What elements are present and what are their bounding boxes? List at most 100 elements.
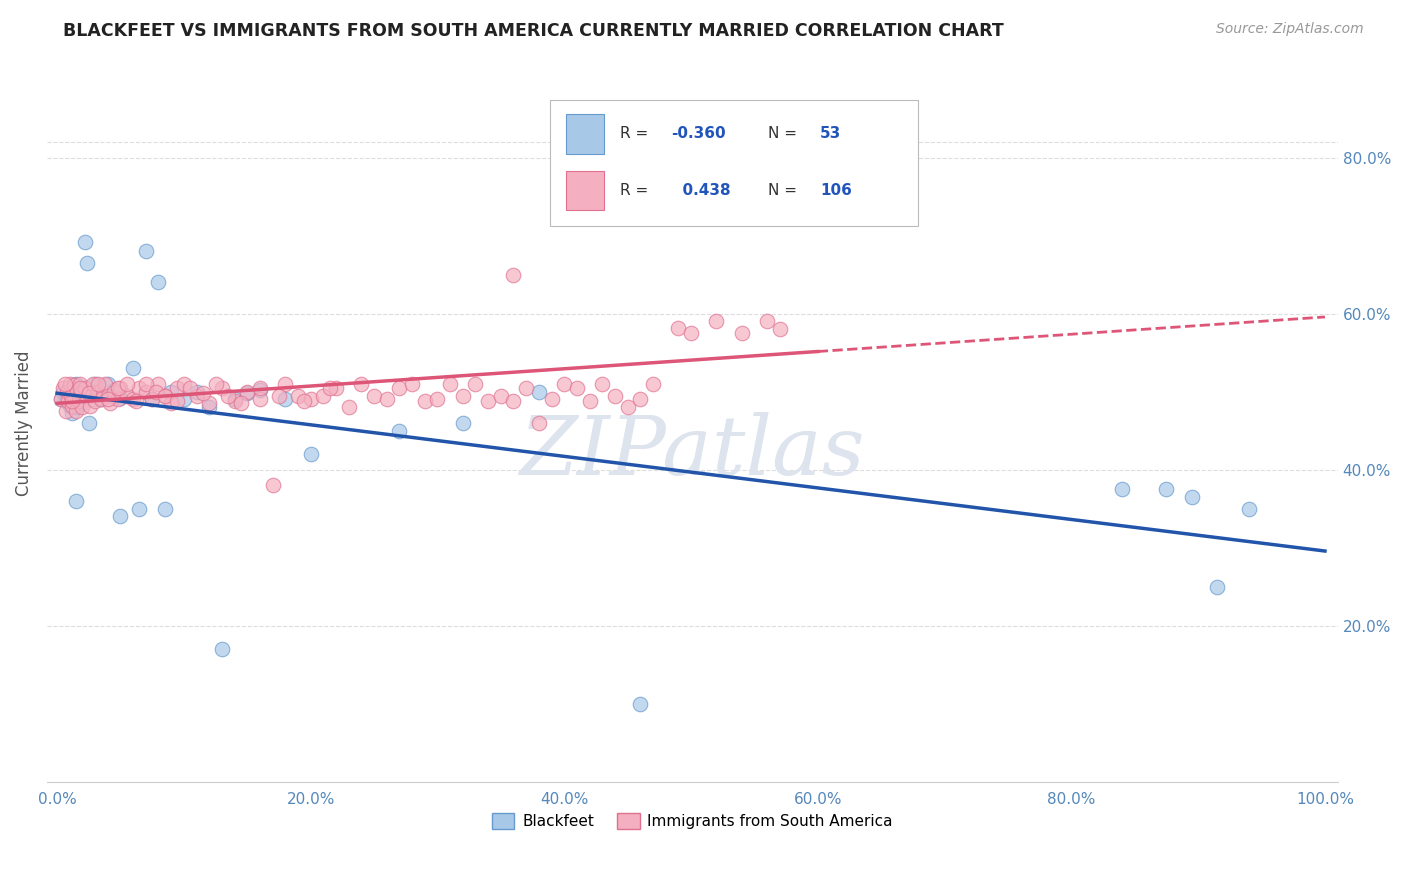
Point bbox=[502, 394, 524, 409]
Point bbox=[145, 384, 167, 399]
Point bbox=[756, 314, 779, 328]
Point bbox=[350, 376, 373, 391]
Point bbox=[110, 509, 132, 524]
Point bbox=[77, 386, 100, 401]
Point bbox=[76, 256, 98, 270]
Point bbox=[211, 642, 233, 657]
Point bbox=[540, 392, 562, 407]
Text: BLACKFEET VS IMMIGRANTS FROM SOUTH AMERICA CURRENTLY MARRIED CORRELATION CHART: BLACKFEET VS IMMIGRANTS FROM SOUTH AMERI… bbox=[63, 22, 1004, 40]
Point bbox=[141, 392, 163, 407]
Point bbox=[67, 394, 90, 409]
Point bbox=[274, 392, 297, 407]
Point bbox=[60, 399, 83, 413]
Point bbox=[166, 394, 188, 409]
Point bbox=[363, 388, 385, 402]
Point bbox=[122, 392, 145, 407]
Point bbox=[186, 388, 208, 402]
Point bbox=[489, 388, 512, 402]
Text: ZIPatlas: ZIPatlas bbox=[519, 411, 865, 491]
Text: N =: N = bbox=[769, 127, 803, 141]
Point bbox=[318, 381, 340, 395]
Point bbox=[103, 384, 125, 399]
Point bbox=[704, 314, 727, 328]
Point bbox=[628, 392, 651, 407]
Point bbox=[69, 389, 91, 403]
Point bbox=[204, 376, 226, 391]
Point bbox=[236, 384, 259, 399]
Point bbox=[103, 383, 125, 397]
Point bbox=[69, 376, 91, 391]
Point bbox=[63, 392, 86, 407]
FancyBboxPatch shape bbox=[550, 100, 918, 226]
Point bbox=[67, 384, 90, 399]
Point bbox=[53, 376, 76, 391]
Point bbox=[62, 378, 84, 392]
Point bbox=[70, 386, 93, 401]
Point bbox=[337, 401, 360, 415]
Point bbox=[97, 388, 120, 402]
Point bbox=[79, 399, 101, 413]
Point bbox=[1156, 482, 1178, 496]
Point bbox=[401, 376, 423, 391]
Point bbox=[141, 392, 163, 407]
Text: 106: 106 bbox=[820, 183, 852, 198]
Point bbox=[153, 388, 176, 402]
Text: 53: 53 bbox=[820, 127, 841, 141]
Point bbox=[69, 381, 91, 395]
Point bbox=[731, 326, 754, 340]
Point bbox=[59, 399, 82, 413]
Point bbox=[565, 381, 588, 395]
Point bbox=[299, 392, 322, 407]
Point bbox=[224, 394, 246, 409]
Point bbox=[79, 383, 101, 397]
Point bbox=[115, 376, 138, 391]
Point bbox=[128, 381, 150, 395]
Point bbox=[515, 381, 537, 395]
Text: R =: R = bbox=[620, 183, 654, 198]
Text: Source: ZipAtlas.com: Source: ZipAtlas.com bbox=[1216, 22, 1364, 37]
Point bbox=[186, 384, 208, 399]
Point bbox=[59, 388, 82, 402]
Point bbox=[110, 391, 132, 405]
Point bbox=[173, 392, 195, 407]
Point bbox=[553, 376, 575, 391]
Point bbox=[135, 244, 157, 259]
Point bbox=[70, 395, 93, 409]
Point bbox=[58, 394, 80, 409]
Point bbox=[56, 384, 79, 399]
Point bbox=[90, 392, 112, 407]
Point bbox=[274, 376, 297, 391]
Point bbox=[82, 376, 104, 391]
Point bbox=[84, 376, 107, 391]
Point bbox=[82, 392, 104, 407]
Point bbox=[86, 384, 108, 399]
Point bbox=[262, 478, 284, 492]
Point bbox=[66, 401, 89, 415]
Point bbox=[124, 394, 146, 409]
Point bbox=[312, 388, 335, 402]
Point bbox=[591, 376, 613, 391]
Point bbox=[52, 381, 75, 395]
Point bbox=[413, 394, 436, 409]
Point bbox=[426, 392, 449, 407]
Point bbox=[49, 392, 72, 407]
Point bbox=[55, 404, 77, 418]
Point bbox=[229, 396, 252, 410]
Point bbox=[198, 396, 221, 410]
Point bbox=[73, 235, 96, 249]
Point bbox=[98, 396, 121, 410]
Point bbox=[86, 376, 108, 391]
Point bbox=[287, 388, 309, 402]
Point bbox=[603, 388, 626, 402]
Point bbox=[66, 384, 89, 399]
Point bbox=[769, 322, 792, 336]
Point bbox=[679, 326, 702, 340]
Point bbox=[73, 381, 96, 395]
Point bbox=[97, 376, 120, 391]
Legend: Blackfeet, Immigrants from South America: Blackfeet, Immigrants from South America bbox=[485, 806, 898, 835]
Point bbox=[325, 381, 347, 395]
Point bbox=[224, 392, 246, 407]
Point bbox=[249, 383, 271, 397]
Point bbox=[65, 376, 87, 391]
Point bbox=[90, 392, 112, 407]
